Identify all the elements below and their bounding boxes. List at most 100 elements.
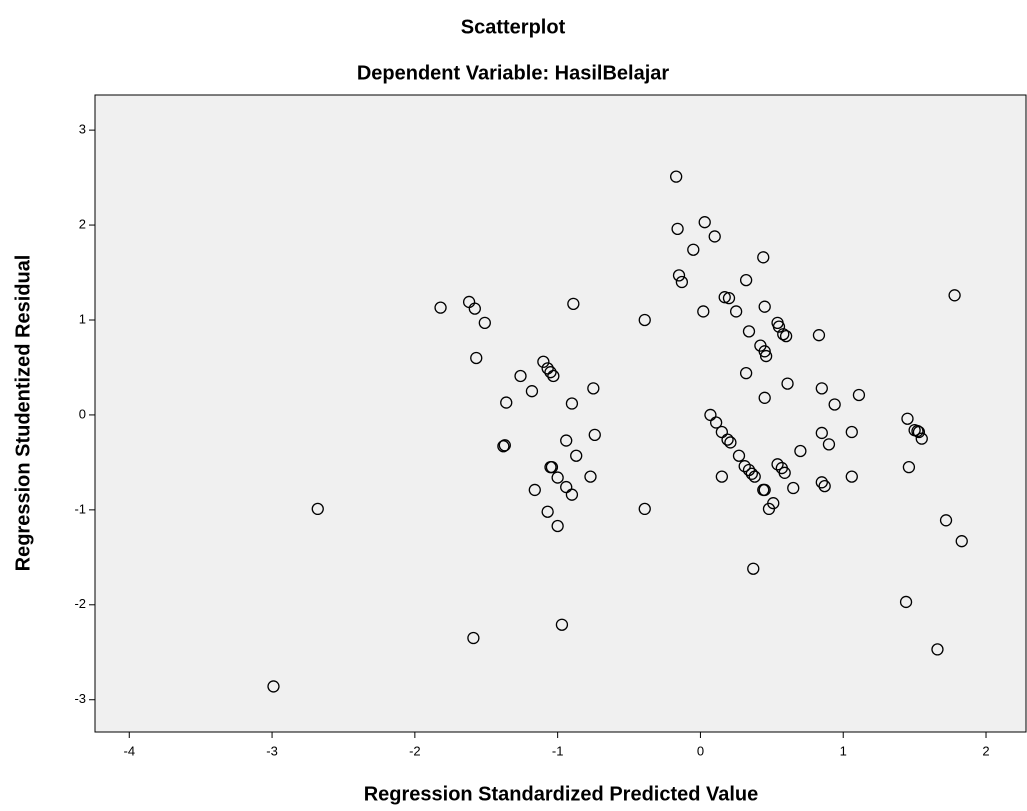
y-tick-label: -3 (74, 691, 86, 706)
point (948, 289, 961, 302)
point (551, 471, 564, 484)
y-tick-label: -2 (74, 596, 86, 611)
point (545, 460, 559, 474)
point (675, 275, 689, 289)
point (468, 302, 481, 315)
point (267, 680, 280, 693)
x-tick-label: -3 (266, 743, 278, 758)
point (588, 428, 601, 442)
chart-title: Scatterplot (461, 16, 566, 38)
x-tick-label: -1 (552, 743, 564, 758)
point (902, 460, 916, 474)
point (787, 481, 800, 495)
x-tick-label: -4 (123, 743, 135, 758)
point (560, 434, 573, 447)
point (939, 514, 953, 527)
point (815, 476, 828, 489)
point (757, 483, 770, 497)
point (757, 251, 770, 264)
point (708, 230, 721, 243)
point (955, 535, 968, 548)
point (544, 366, 557, 379)
y-tick-label: 3 (79, 122, 86, 137)
point (547, 369, 560, 383)
y-tick-label: 1 (79, 311, 86, 326)
point (470, 351, 483, 365)
point (828, 398, 841, 411)
point (777, 328, 790, 341)
point (467, 631, 480, 645)
point (500, 396, 513, 409)
point (745, 467, 758, 480)
point (671, 222, 684, 236)
point (794, 444, 807, 458)
plot-area (94, 94, 1027, 733)
point (771, 458, 784, 471)
point (845, 470, 858, 483)
point (311, 502, 324, 516)
point (525, 385, 539, 398)
point (812, 329, 826, 342)
point (638, 313, 651, 327)
point (478, 316, 491, 329)
point (852, 388, 866, 402)
point (758, 345, 771, 358)
point (587, 382, 600, 395)
point (772, 320, 786, 333)
point (758, 300, 771, 313)
point (528, 483, 541, 497)
point (551, 519, 564, 533)
y-tick-label: -1 (74, 501, 86, 516)
point (778, 466, 791, 479)
y-tick-label: 2 (79, 216, 86, 231)
point (931, 643, 944, 656)
chart-subtitle: Dependent Variable: HasilBelajar (357, 62, 670, 84)
point (565, 397, 579, 410)
point (779, 329, 793, 343)
point (541, 505, 554, 518)
point (899, 595, 913, 609)
point (721, 433, 734, 446)
point (739, 367, 753, 380)
point (584, 470, 597, 483)
point (915, 432, 928, 445)
point (901, 412, 914, 425)
point (718, 291, 731, 304)
point (638, 502, 651, 516)
point (434, 301, 447, 314)
point (738, 460, 751, 473)
point (687, 243, 700, 256)
point (732, 449, 746, 462)
point (748, 470, 761, 483)
point (729, 305, 743, 318)
point (759, 349, 773, 363)
point (567, 297, 580, 311)
point (758, 391, 771, 404)
point (845, 425, 858, 439)
point (565, 488, 579, 501)
point (822, 438, 836, 451)
point (498, 439, 511, 452)
point (697, 305, 710, 318)
point (722, 292, 736, 305)
point (570, 449, 583, 462)
x-tick-label: 1 (840, 743, 847, 758)
point (911, 424, 924, 438)
point (537, 355, 550, 368)
point (514, 369, 527, 383)
point (815, 382, 828, 395)
x-tick-label: 2 (982, 743, 989, 758)
point (724, 436, 737, 449)
y-axis-label: Regression Studentized Residual (12, 255, 34, 572)
x-tick-label: -2 (409, 743, 421, 758)
point (698, 216, 711, 229)
point (742, 325, 756, 338)
point (715, 470, 729, 483)
x-axis-label: Regression Standardized Predicted Value (364, 783, 759, 805)
point (672, 269, 686, 282)
x-tick-label: 0 (697, 743, 704, 758)
point (670, 170, 683, 183)
point (497, 440, 510, 453)
point (747, 562, 760, 575)
